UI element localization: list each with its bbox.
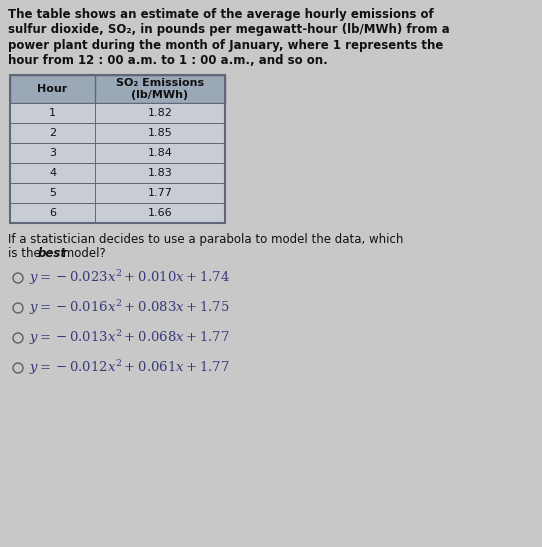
Text: is the: is the (8, 247, 44, 260)
Text: hour from 12 : 00 a.m. to 1 : 00 a.m., and so on.: hour from 12 : 00 a.m. to 1 : 00 a.m., a… (8, 55, 328, 67)
Text: sulfur dioxide, SO₂, in pounds per megawatt-hour (lb/MWh) from a: sulfur dioxide, SO₂, in pounds per megaw… (8, 24, 450, 37)
Text: 1.82: 1.82 (147, 108, 172, 118)
Text: $y = -0.012x^2 + 0.061x + 1.77$: $y = -0.012x^2 + 0.061x + 1.77$ (29, 358, 230, 377)
Text: 1.77: 1.77 (147, 188, 172, 198)
Text: SO₂ Emissions: SO₂ Emissions (116, 78, 204, 88)
FancyBboxPatch shape (10, 203, 225, 223)
FancyBboxPatch shape (10, 143, 225, 163)
Text: $y = -0.016x^2 + 0.083x + 1.75$: $y = -0.016x^2 + 0.083x + 1.75$ (29, 299, 230, 317)
FancyBboxPatch shape (10, 103, 225, 123)
Text: Hour: Hour (37, 84, 68, 94)
FancyBboxPatch shape (10, 123, 225, 143)
Text: The table shows an estimate of the average hourly emissions of: The table shows an estimate of the avera… (8, 8, 434, 21)
FancyBboxPatch shape (10, 163, 225, 183)
Text: 1.83: 1.83 (147, 168, 172, 178)
Text: $y = -0.023x^2 + 0.010x + 1.74$: $y = -0.023x^2 + 0.010x + 1.74$ (29, 269, 230, 288)
Text: 1.84: 1.84 (147, 148, 172, 158)
Text: model?: model? (59, 247, 106, 260)
Text: power plant during the month of January, where 1 represents the: power plant during the month of January,… (8, 39, 443, 52)
Text: 4: 4 (49, 168, 56, 178)
Text: 2: 2 (49, 128, 56, 138)
Text: 3: 3 (49, 148, 56, 158)
Text: If a statistician decides to use a parabola to model the data, which: If a statistician decides to use a parab… (8, 233, 403, 246)
Text: 1: 1 (49, 108, 56, 118)
Text: 5: 5 (49, 188, 56, 198)
FancyBboxPatch shape (10, 183, 225, 203)
Text: 1.66: 1.66 (147, 208, 172, 218)
Text: best: best (38, 247, 67, 260)
Text: 6: 6 (49, 208, 56, 218)
Text: $y = -0.013x^2 + 0.068x + 1.77$: $y = -0.013x^2 + 0.068x + 1.77$ (29, 329, 230, 347)
Text: 1.85: 1.85 (147, 128, 172, 138)
FancyBboxPatch shape (10, 75, 225, 103)
Text: (lb/MWh): (lb/MWh) (132, 90, 189, 100)
